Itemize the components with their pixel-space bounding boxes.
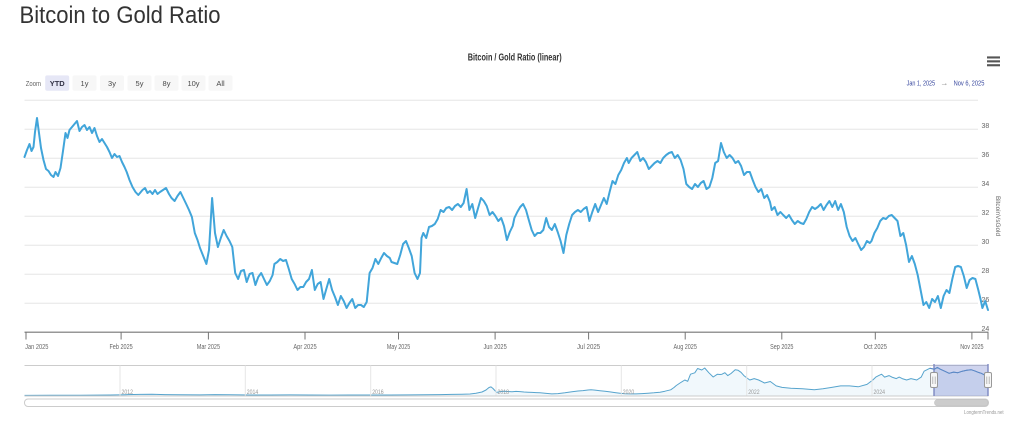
svg-text:Jun 2025: Jun 2025 <box>483 344 506 351</box>
svg-text:2024: 2024 <box>874 390 886 396</box>
svg-text:Aug 2025: Aug 2025 <box>674 344 697 351</box>
svg-text:2012: 2012 <box>122 390 134 396</box>
svg-text:1y: 1y <box>81 79 89 88</box>
svg-text:Bitcoin / Gold Ratio (linear): Bitcoin / Gold Ratio (linear) <box>468 53 562 64</box>
svg-text:All: All <box>216 79 225 88</box>
svg-text:5y: 5y <box>136 79 144 88</box>
svg-text:Zoom: Zoom <box>26 79 41 88</box>
svg-text:Apr 2025: Apr 2025 <box>293 344 316 351</box>
svg-text:2018: 2018 <box>498 390 510 396</box>
svg-text:BitcoinVsGold: BitcoinVsGold <box>994 196 1001 236</box>
svg-text:Jul 2025: Jul 2025 <box>577 344 600 351</box>
svg-text:Feb 2025: Feb 2025 <box>109 344 132 351</box>
svg-text:28: 28 <box>982 268 990 275</box>
svg-text:34: 34 <box>982 181 990 188</box>
svg-text:Sep 2025: Sep 2025 <box>770 344 793 351</box>
svg-text:30: 30 <box>982 239 990 246</box>
svg-text:2020: 2020 <box>623 390 635 396</box>
svg-text:Oct 2025: Oct 2025 <box>864 344 887 351</box>
svg-text:Nov 2025: Nov 2025 <box>960 344 983 351</box>
svg-text:Nov 6, 2025: Nov 6, 2025 <box>954 79 985 88</box>
svg-text:YTD: YTD <box>50 79 66 88</box>
svg-text:32: 32 <box>982 210 990 217</box>
svg-text:3y: 3y <box>108 79 116 88</box>
svg-text:Jan 1, 2025: Jan 1, 2025 <box>907 79 936 88</box>
svg-text:8y: 8y <box>163 79 171 88</box>
svg-text:2014: 2014 <box>247 390 259 396</box>
svg-text:10y: 10y <box>187 79 199 88</box>
svg-text:Jan 2025: Jan 2025 <box>25 344 48 351</box>
svg-text:24: 24 <box>982 326 990 333</box>
svg-text:Bitcoin to Gold Ratio: Bitcoin to Gold Ratio <box>20 2 221 29</box>
svg-text:36: 36 <box>982 152 990 159</box>
svg-text:Mar 2025: Mar 2025 <box>197 344 220 351</box>
svg-text:2016: 2016 <box>372 390 384 396</box>
svg-text:LongtermTrends.net: LongtermTrends.net <box>964 410 1004 416</box>
svg-text:38: 38 <box>982 123 990 130</box>
svg-text:2022: 2022 <box>748 390 760 396</box>
svg-text:May 2025: May 2025 <box>387 344 410 351</box>
svg-text:→: → <box>940 79 948 88</box>
